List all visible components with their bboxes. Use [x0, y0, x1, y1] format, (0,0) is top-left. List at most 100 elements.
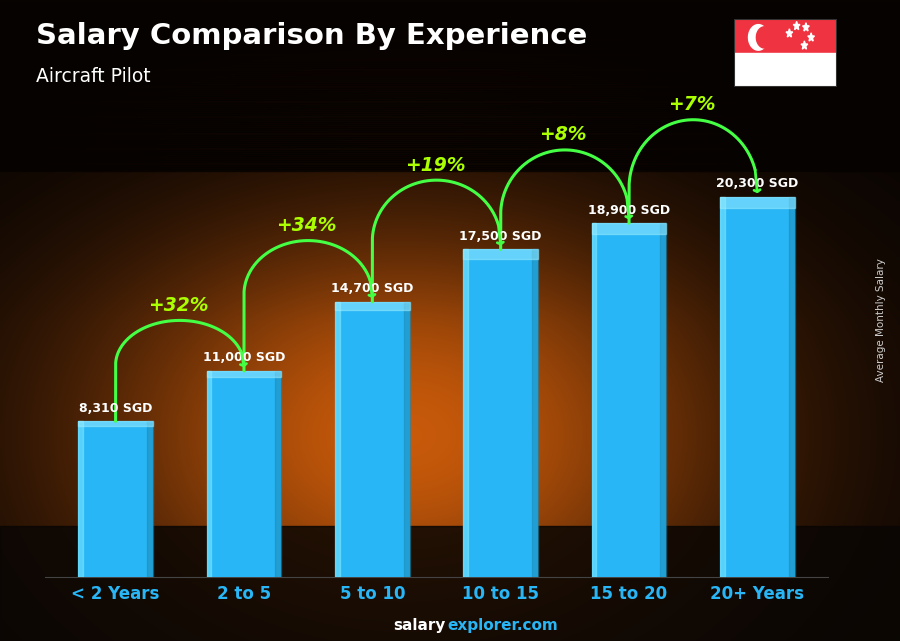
Bar	[0, 526, 900, 641]
Bar	[0, 79, 900, 81]
Bar	[0, 98, 900, 101]
Bar	[0, 109, 900, 111]
Bar	[720, 197, 724, 577]
Bar	[0, 88, 900, 90]
Bar	[0, 28, 900, 30]
Bar	[0, 126, 900, 128]
Bar	[0, 6, 900, 8]
Bar	[0, 137, 900, 139]
Polygon shape	[801, 41, 807, 49]
Bar	[0, 43, 900, 45]
Bar	[0, 141, 900, 143]
Bar	[592, 223, 666, 234]
Bar	[0, 120, 900, 122]
Bar	[532, 249, 538, 577]
Text: 18,900 SGD: 18,900 SGD	[588, 204, 670, 217]
Bar	[0, 111, 900, 113]
Bar	[0, 169, 900, 171]
Bar	[592, 223, 666, 577]
Bar	[592, 223, 597, 577]
Bar	[661, 223, 666, 577]
Bar	[0, 38, 900, 40]
Text: 17,500 SGD: 17,500 SGD	[460, 229, 542, 243]
Bar	[0, 101, 900, 103]
Bar	[0, 58, 900, 60]
Text: 11,000 SGD: 11,000 SGD	[202, 351, 285, 365]
Bar	[0, 13, 900, 15]
Bar	[0, 107, 900, 109]
Bar	[335, 302, 410, 577]
Bar	[0, 146, 900, 147]
Bar	[734, 53, 837, 87]
Bar	[0, 72, 900, 75]
Bar	[0, 94, 900, 96]
Bar	[0, 115, 900, 117]
Polygon shape	[786, 29, 793, 37]
Bar	[0, 15, 900, 17]
Bar	[0, 40, 900, 43]
Bar	[0, 162, 900, 165]
Bar	[734, 19, 837, 53]
Bar	[0, 158, 900, 160]
Bar	[0, 69, 900, 71]
Bar	[0, 83, 900, 85]
Bar	[78, 421, 153, 426]
Bar	[0, 32, 900, 34]
Bar	[0, 34, 900, 37]
Text: +7%: +7%	[668, 95, 716, 114]
Bar	[0, 8, 900, 11]
Bar	[0, 167, 900, 169]
Text: +34%: +34%	[276, 216, 337, 235]
Bar	[0, 139, 900, 141]
Text: 20,300 SGD: 20,300 SGD	[716, 178, 798, 190]
Bar	[0, 49, 900, 51]
Text: Average Monthly Salary: Average Monthly Salary	[877, 258, 886, 383]
Bar	[0, 47, 900, 49]
Bar	[0, 156, 900, 158]
Bar	[403, 302, 410, 577]
Bar	[335, 302, 410, 310]
Bar	[464, 249, 538, 259]
Bar	[0, 128, 900, 130]
Bar	[0, 37, 900, 38]
Bar	[0, 154, 900, 156]
Bar	[0, 96, 900, 98]
Bar	[0, 117, 900, 120]
Bar	[0, 71, 900, 72]
Bar	[0, 130, 900, 133]
Bar	[720, 197, 795, 577]
Bar	[0, 149, 900, 152]
Bar	[0, 122, 900, 124]
Bar	[0, 77, 900, 79]
Text: explorer.com: explorer.com	[447, 618, 558, 633]
Bar	[0, 4, 900, 6]
Bar	[207, 371, 281, 577]
Bar	[0, 104, 900, 107]
Bar	[0, 30, 900, 32]
Bar	[0, 24, 900, 26]
Bar	[275, 371, 281, 577]
Bar	[0, 133, 900, 135]
Text: Aircraft Pilot: Aircraft Pilot	[36, 67, 150, 87]
Polygon shape	[808, 33, 814, 41]
Bar	[788, 197, 795, 577]
Text: +19%: +19%	[404, 156, 465, 174]
Bar	[0, 26, 900, 28]
Text: 8,310 SGD: 8,310 SGD	[79, 402, 152, 415]
Bar	[207, 371, 281, 377]
Bar	[0, 56, 900, 58]
Bar	[0, 90, 900, 92]
Text: 14,700 SGD: 14,700 SGD	[331, 282, 413, 296]
Bar	[78, 421, 153, 577]
Bar	[0, 19, 900, 21]
Bar	[0, 45, 900, 47]
Bar	[0, 62, 900, 64]
Bar	[0, 143, 900, 146]
Bar	[0, 11, 900, 13]
Text: salary: salary	[393, 618, 446, 633]
Bar	[0, 17, 900, 19]
Bar	[0, 75, 900, 77]
Polygon shape	[793, 21, 800, 29]
Polygon shape	[803, 22, 809, 31]
Polygon shape	[756, 27, 773, 48]
